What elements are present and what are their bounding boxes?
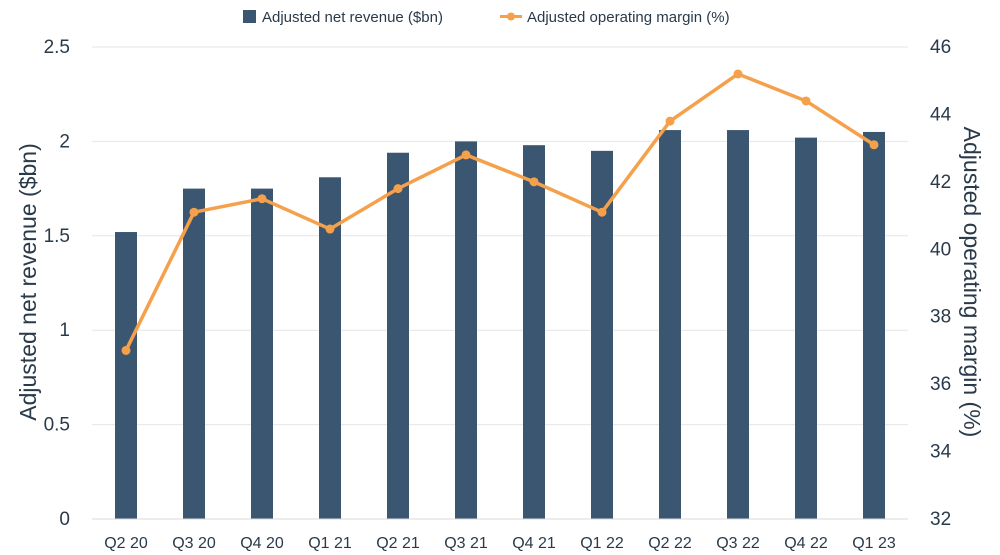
margin-point (801, 96, 811, 106)
margin-point (257, 194, 267, 204)
right-tick-label: 38 (930, 307, 951, 328)
revenue-bar (659, 130, 681, 519)
margin-point (393, 184, 403, 194)
x-axis: Q2 20 Q3 20 Q4 20 Q1 21 Q2 21 Q3 21 Q4 21 Q1 22… (92, 518, 908, 552)
legend-label-revenue: Adjusted net revenue ($bn) (262, 9, 443, 26)
right-tick-label: 42 (930, 172, 951, 193)
margin-point (665, 116, 675, 126)
revenue-bar (727, 130, 749, 519)
left-tick-label: 1.5 (44, 226, 70, 247)
left-tick-label: 0 (59, 509, 70, 530)
right-tick-label: 46 (930, 37, 951, 58)
margin-line (121, 69, 879, 355)
revenue-bar (251, 188, 273, 519)
x-tick-label: Q1 22 (580, 535, 624, 552)
revenue-bar (115, 232, 137, 520)
revenue-bar (591, 150, 613, 519)
x-tick-label: Q4 20 (240, 535, 284, 552)
left-tick-label: 2 (59, 131, 70, 152)
margin-point (869, 140, 879, 150)
legend-swatch-revenue (243, 10, 256, 23)
right-axis: 32 34 36 38 40 42 44 46 (930, 37, 952, 530)
revenue-bar (455, 141, 477, 519)
right-tick-label: 32 (930, 509, 951, 530)
right-tick-label: 34 (930, 442, 952, 463)
legend: Adjusted net revenue ($bn) Adjusted oper… (243, 9, 730, 26)
gridlines (92, 46, 908, 520)
right-axis-title: Adjusted operating margin (%) (959, 127, 985, 438)
margin-series-line (124, 72, 875, 352)
x-tick-label: Q4 22 (784, 535, 828, 552)
margin-point (597, 207, 607, 217)
margin-point (461, 150, 471, 160)
right-tick-label: 44 (930, 104, 952, 125)
x-tick-label: Q3 22 (716, 535, 760, 552)
x-tick-label: Q3 20 (172, 535, 216, 552)
margin-point (529, 177, 539, 187)
left-tick-label: 2.5 (44, 37, 70, 58)
left-axis-title: Adjusted net revenue ($bn) (15, 143, 41, 420)
revenue-bar (523, 145, 545, 519)
x-tick-label: Q1 21 (308, 535, 352, 552)
legend-item-margin: Adjusted operating margin (%) (500, 9, 730, 26)
left-tick-label: 0.5 (44, 415, 70, 436)
x-tick-label: Q1 23 (852, 535, 896, 552)
right-tick-label: 40 (930, 239, 951, 260)
margin-point (189, 207, 199, 217)
left-tick-label: 1 (59, 320, 70, 341)
margin-point (325, 224, 335, 234)
revenue-bar (387, 152, 409, 519)
right-tick-label: 36 (930, 374, 951, 395)
x-tick-label: Q2 21 (376, 535, 420, 552)
x-tick-label: Q3 21 (444, 535, 488, 552)
revenue-bars (115, 130, 885, 520)
revenue-bar (183, 188, 205, 519)
legend-marker-margin (507, 12, 515, 21)
revenue-bar (863, 131, 885, 519)
revenue-bar (319, 177, 341, 519)
x-tick-label: Q2 20 (104, 535, 148, 552)
margin-point (733, 69, 743, 79)
legend-label-margin: Adjusted operating margin (%) (527, 9, 730, 26)
legend-item-revenue: Adjusted net revenue ($bn) (243, 9, 443, 26)
x-tick-label: Q2 22 (648, 535, 692, 552)
revenue-bar (795, 137, 817, 519)
margin-point (121, 345, 131, 355)
left-axis: 0 0.5 1 1.5 2 2.5 (44, 37, 70, 530)
x-tick-label: Q4 21 (512, 535, 556, 552)
